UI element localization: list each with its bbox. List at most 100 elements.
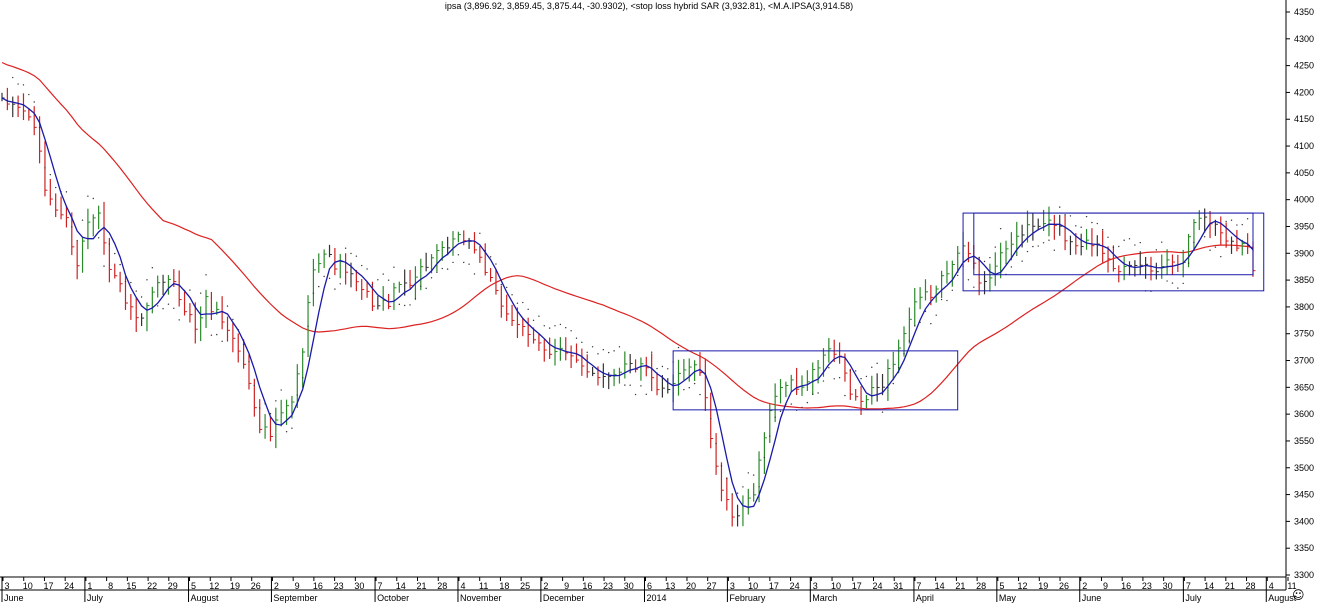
- sar-dot: [489, 256, 492, 258]
- sar-dot: [296, 394, 299, 396]
- sar-dot: [1128, 238, 1131, 240]
- y-tick-label: 3700: [1294, 356, 1314, 366]
- sar-dot: [87, 195, 89, 197]
- sar-dot: [124, 280, 127, 283]
- sar-dot: [940, 298, 943, 301]
- sar-dot: [817, 392, 819, 394]
- sar-dot: [650, 351, 653, 353]
- sar-dot: [430, 277, 433, 279]
- sar-dot: [645, 393, 647, 396]
- sar-dot: [1042, 242, 1045, 244]
- sar-dot: [683, 388, 685, 391]
- sar-dot: [468, 263, 470, 265]
- sar-dot: [597, 353, 599, 355]
- sar-dot: [403, 304, 406, 307]
- sar-dot: [500, 283, 503, 286]
- x-day-label: 3: [813, 581, 818, 591]
- sar-dot: [956, 274, 959, 277]
- sar-dot: [1016, 254, 1018, 256]
- x-day-label: 4: [460, 581, 465, 591]
- x-day-label: 16: [582, 581, 592, 591]
- x-day-label: 30: [624, 581, 634, 591]
- sar-dot: [1021, 260, 1023, 262]
- sar-dot: [398, 303, 401, 306]
- sar-dot: [393, 266, 395, 268]
- sar-dot: [97, 237, 100, 239]
- sar-dot: [629, 384, 631, 386]
- sar-dot: [1161, 241, 1163, 243]
- x-day-label: 19: [230, 581, 240, 591]
- x-day-label: 26: [1059, 581, 1069, 591]
- x-day-label: 12: [209, 581, 219, 591]
- sar-dot: [436, 271, 438, 273]
- sar-dot: [162, 308, 164, 310]
- sar-dot: [543, 325, 545, 327]
- sar-dot: [715, 442, 717, 445]
- sar-dot: [157, 305, 159, 307]
- sar-dot: [291, 427, 293, 429]
- x-day-label: 28: [1246, 581, 1256, 591]
- fast-ma-line: [1, 97, 1254, 508]
- y-tick-label: 4300: [1294, 34, 1314, 44]
- sar-dot: [774, 416, 776, 418]
- sar-dot: [1101, 229, 1104, 231]
- sar-dot: [1118, 245, 1120, 248]
- smiley-icon[interactable]: ☺: [1292, 588, 1305, 602]
- x-month-label: August: [191, 593, 220, 603]
- sar-dot: [720, 465, 723, 467]
- sar-dot: [973, 286, 975, 288]
- sar-dot: [763, 456, 766, 459]
- x-day-label: 24: [790, 581, 800, 591]
- sar-dot: [280, 389, 282, 391]
- sar-dot: [1069, 215, 1072, 217]
- x-day-label: 28: [976, 581, 986, 591]
- sar-dot: [205, 274, 207, 276]
- sar-dot: [130, 281, 132, 284]
- sar-dot: [463, 261, 465, 264]
- range-box: [672, 350, 959, 411]
- sar-dot: [914, 325, 916, 327]
- x-day-label: 7: [378, 581, 383, 591]
- x-day-label: 10: [748, 581, 758, 591]
- sar-dot: [1182, 282, 1184, 285]
- sar-dot: [1209, 249, 1211, 251]
- sar-dot: [838, 377, 841, 379]
- sar-dot: [140, 296, 143, 298]
- x-day-label: 21: [1225, 581, 1235, 591]
- sar-dot: [232, 318, 234, 321]
- sar-dot: [1236, 224, 1238, 226]
- sar-dot: [151, 267, 154, 269]
- sar-dot: [608, 351, 610, 354]
- sar-dot: [425, 287, 427, 290]
- x-day-label: 17: [769, 581, 779, 591]
- sar-dot: [812, 393, 814, 395]
- x-day-label: 5: [191, 581, 196, 591]
- x-month-label: July: [87, 593, 104, 603]
- x-day-label: 28: [437, 581, 447, 591]
- x-day-label: 5: [999, 581, 1004, 591]
- x-month-label: May: [999, 593, 1017, 603]
- sar-dot: [361, 264, 363, 267]
- sar-dot: [844, 394, 846, 397]
- y-tick-label: 3650: [1294, 382, 1314, 392]
- sar-dot: [532, 319, 535, 322]
- sar-dot: [828, 367, 830, 369]
- sar-dot: [661, 365, 664, 368]
- sar-dot: [967, 279, 970, 281]
- sar-dot: [44, 167, 46, 169]
- sar-dot: [559, 323, 562, 326]
- sar-dot: [1112, 246, 1115, 249]
- sar-dot: [339, 283, 341, 285]
- sar-dot: [259, 407, 261, 409]
- sar-dot: [726, 477, 728, 480]
- sar-dot: [1166, 280, 1168, 282]
- sar-dot: [876, 362, 878, 365]
- y-tick-label: 3850: [1294, 275, 1314, 285]
- sar-dot: [334, 288, 336, 290]
- sar-dot: [790, 403, 792, 405]
- sar-dot: [28, 93, 30, 96]
- sar-dot: [688, 387, 690, 389]
- sar-dot: [17, 83, 19, 85]
- x-month-label: June: [4, 593, 24, 603]
- x-day-label: 14: [935, 581, 945, 591]
